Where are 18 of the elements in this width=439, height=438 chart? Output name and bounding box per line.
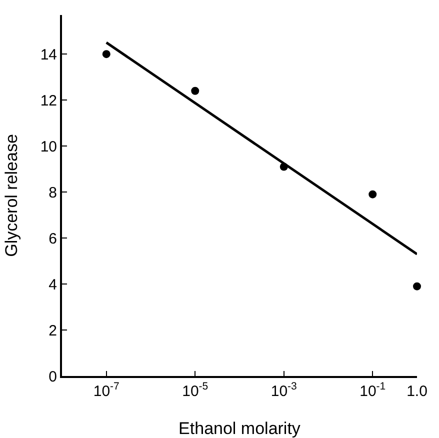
y-tick-label: 0 — [48, 368, 57, 386]
x-tick-label: 10$^{-1}$ — [360, 380, 386, 400]
x-tick-label: 1.0 — [406, 383, 428, 400]
y-axis-title: Glycerol release — [2, 134, 21, 257]
y-tick-label: 6 — [48, 230, 57, 248]
x-tick-label: 10$^{-7}$ — [93, 380, 120, 400]
x-axis-title: Ethanol molarity — [178, 419, 301, 438]
y-tick-label: 14 — [40, 46, 57, 64]
y-tick-label: 10 — [40, 138, 57, 156]
y-tick-label: 8 — [48, 184, 57, 202]
y-tick-label: 12 — [40, 92, 57, 110]
point — [102, 50, 110, 58]
x-tick-label: 10$^{-5}$ — [182, 380, 208, 400]
point — [191, 86, 200, 95]
y-tick-label: 4 — [48, 276, 57, 294]
y-tick-label: 2 — [48, 322, 57, 340]
point — [368, 190, 377, 198]
x-tick-label: 10$^{-3}$ — [270, 380, 298, 400]
